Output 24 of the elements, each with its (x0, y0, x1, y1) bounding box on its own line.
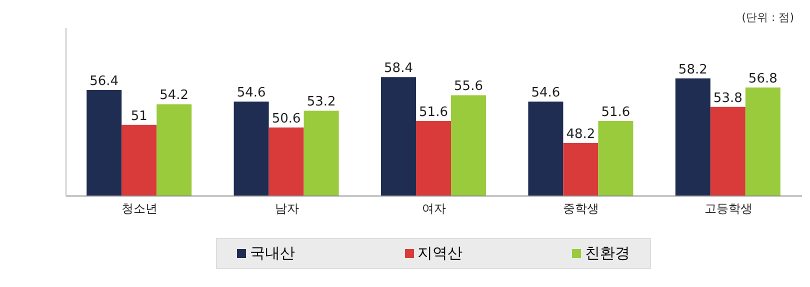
data-label: 53.8 (713, 90, 742, 106)
data-label: 50.6 (272, 112, 301, 127)
data-label: 54.6 (531, 86, 560, 101)
data-label: 53.2 (306, 94, 336, 110)
data-label: 51 (130, 108, 148, 124)
data-label: 54.6 (236, 86, 266, 101)
text: (단위 : 점) (742, 10, 794, 25)
data-label: 55.6 (454, 79, 483, 94)
legend-label: 국내산 (249, 244, 295, 263)
data-label: 58.4 (384, 61, 413, 76)
legend-label: 친환경 (584, 244, 630, 263)
x-tick-label: 남자 (274, 202, 299, 216)
x-tick-label: 청소년 (122, 202, 158, 216)
x-tick-label: 여자 (422, 202, 446, 216)
data-label: 51.6 (419, 105, 448, 120)
legend-label: 지역산 (416, 244, 462, 263)
x-tick-label: 중학생 (563, 202, 600, 216)
data-label: 48.2 (566, 127, 596, 142)
data-label: 56.4 (90, 74, 119, 90)
data-label: 56.8 (748, 71, 778, 86)
x-tick-label: 고등학생 (704, 202, 752, 216)
data-label: 54.2 (160, 88, 189, 104)
data-label: 58.2 (678, 62, 708, 78)
data-label: 51.6 (601, 105, 630, 120)
